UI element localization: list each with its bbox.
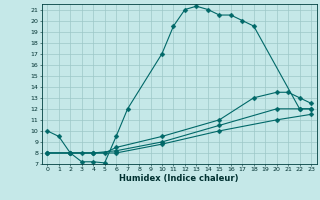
X-axis label: Humidex (Indice chaleur): Humidex (Indice chaleur) xyxy=(119,174,239,183)
